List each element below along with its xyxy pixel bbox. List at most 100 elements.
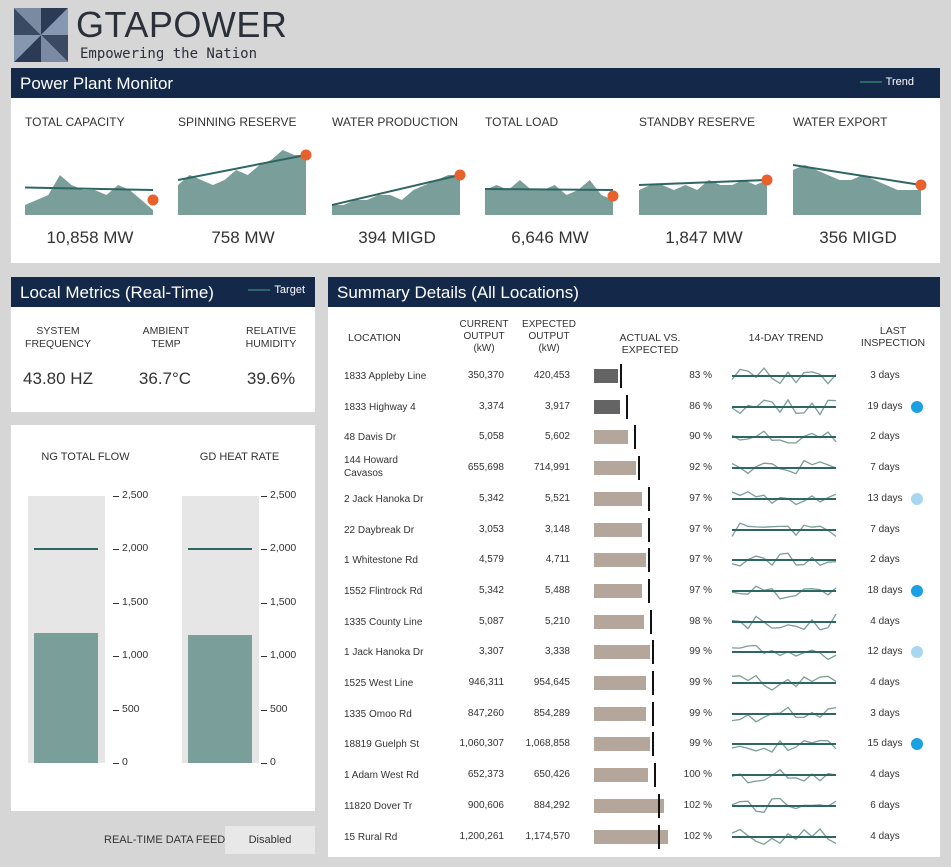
cell-location: 1 Whitestone Rd [344,555,418,567]
gauge-tick-label: 1,500 [122,595,149,608]
trend-sparkline [731,367,837,385]
table-row[interactable]: 2 Jack Hanoka Dr 5,342 5,521 97 % 13 days [328,484,940,514]
actual-bar [594,522,642,537]
cell-last-inspection: 3 days [870,707,900,719]
actual-bar [594,430,628,445]
table-row[interactable]: 1525 West Line 946,311 954,645 99 % 4 days [328,668,940,698]
cell-expected-output: 3,917 [544,400,570,412]
trend-sparkline [731,521,837,537]
cell-location: 1 Jack Hanoka Dr [344,647,424,659]
kpi-title: TOTAL LOAD [485,115,559,129]
col-header-last-inspection[interactable]: LAST INSPECTION [856,325,930,349]
metric-label-line: HUMIDITY [245,338,297,350]
col-header-current-output[interactable]: CURRENT OUTPUT (kW) [454,319,514,355]
cell-expected-output: 5,521 [544,492,570,504]
gauges-panel: NG TOTAL FLOW 2,500 2,000 1,500 1,000 500 0 GD … [11,425,315,811]
cell-pct: 86 % [689,400,712,412]
actual-bar [594,645,650,660]
local-metrics-title: Local Metrics (Real-Time) [20,283,214,302]
table-row[interactable]: 1 Whitestone Rd 4,579 4,711 97 % 2 days [328,545,940,575]
trend-sparkline [731,490,837,506]
gauge-tick-mark [113,656,119,658]
cell-pct: 97 % [689,554,712,566]
expected-marker [638,456,640,481]
kpi-value: 394 MIGD [358,228,436,247]
kpi-sparkline [639,174,773,215]
gauge-tick-label: 1,500 [270,595,297,608]
kpi-area [639,180,767,215]
gauge-tick-mark [113,709,119,711]
table-row[interactable]: 1833 Highway 4 3,374 3,917 86 % 19 days [328,392,940,422]
cell-pct: 99 % [689,646,712,658]
cell-current-output: 1,060,307 [459,738,505,750]
table-row[interactable]: 11820 Dover Tr 900,606 884,292 102 % 6 days [328,791,940,821]
expected-marker [650,609,652,634]
gauge-title: NG TOTAL FLOW [41,451,130,463]
brand-tagline: Empowering the Nation [80,46,258,62]
kpi-sparkline [178,149,312,215]
table-row[interactable]: 1833 Appleby Line 350,370 420,453 83 % 3 day… [328,361,940,391]
brand-logo: GTAPOWER Empowering the Nation [14,4,287,64]
kpi-endpoint-marker [300,149,312,161]
cell-expected-output: 1,174,570 [525,830,571,842]
kpi-title: STANDBY RESERVE [639,115,756,129]
table-row[interactable]: 1 Adam West Rd 652,373 650,426 100 % 4 days [328,760,940,790]
trend-sparkline [731,706,837,723]
expected-marker [648,486,650,511]
kpi-area [793,165,921,215]
feed-toggle-button[interactable]: Disabled [225,826,315,854]
cell-pct: 97 % [689,492,712,504]
cell-last-inspection: 4 days [870,769,900,781]
table-row[interactable]: 15 Rural Rd 1,200,261 1,174,570 102 % 4 days [328,822,940,852]
cell-location: 48 Davis Dr [344,432,397,444]
kpi-area [485,180,613,215]
col-header-location[interactable]: LOCATION [348,332,401,344]
col-header-line: EXPECTED [522,319,576,330]
gauge-target-line [34,548,98,551]
table-row[interactable]: 144 Howard Cavasos 655,698 714,991 92 % 7 da… [328,453,940,483]
col-header-actual-vs-expected[interactable]: ACTUAL VS. EXPECTED [619,332,681,356]
cell-pct: 102 % [683,830,712,842]
kpi-trend-line [485,188,614,191]
cell-expected-output: 714,991 [533,462,570,474]
trend-sparkline [731,398,837,416]
table-row[interactable]: 18819 Guelph St 1,060,307 1,068,858 99 % 15 … [328,729,940,759]
trend-sparkline [731,552,837,567]
metric-label: AMBIENT TEMP [126,325,206,351]
cell-location: 1 Adam West Rd [344,770,419,782]
cell-location: 1833 Appleby Line [344,371,427,382]
table-row[interactable]: 1335 County Line 5,087 5,210 98 % 4 days [328,607,940,637]
cell-current-output: 652,373 [467,769,504,781]
kpi-value: 758 MW [211,228,275,247]
cell-last-inspection: 6 days [870,799,900,811]
gauge-gd-heat-rate: GD HEAT RATE 2,500 2,000 1,500 1,000 500 0 [182,425,332,785]
col-header-line: CURRENT [459,319,509,330]
kpi-card: WATER PRODUCTION 394 MIGD [332,98,477,263]
cell-current-output: 3,053 [478,523,504,535]
expected-marker [648,548,650,573]
cell-last-inspection: 19 days [867,400,903,412]
cell-current-output: 847,260 [467,707,504,719]
kpi-area [178,150,306,215]
col-header-line: LAST [879,325,907,337]
actual-bar [594,369,618,383]
col-header-expected-output[interactable]: EXPECTED OUTPUT (kW) [518,319,580,355]
local-metrics-header: Local Metrics (Real-Time) Target [11,277,315,307]
trend-sparkline [731,797,837,813]
table-row[interactable]: 48 Davis Dr 5,058 5,602 90 % 2 days [328,422,940,452]
gauge-tick-mark [261,496,267,497]
kpi-endpoint-marker [454,169,466,181]
cell-location: 18819 Guelph St [344,739,420,751]
trend-sparkline [731,613,837,631]
actual-bar [594,583,642,598]
cell-last-inspection: 7 days [870,523,900,535]
col-header-14-day-trend[interactable]: 14-DAY TREND [748,332,824,344]
table-row[interactable]: 22 Daybreak Dr 3,053 3,148 97 % 7 days [328,515,940,545]
table-row[interactable]: 1335 Omoo Rd 847,260 854,289 99 % 3 days [328,699,940,729]
table-row[interactable]: 1 Jack Hanoka Dr 3,307 3,338 99 % 12 days [328,637,940,667]
kpi-area [25,175,153,215]
trend-line [731,521,837,537]
trend-line [731,797,837,813]
table-row[interactable]: 1552 Flintrock Rd 5,342 5,488 97 % 18 days [328,576,940,606]
cell-pct: 83 % [689,370,712,381]
